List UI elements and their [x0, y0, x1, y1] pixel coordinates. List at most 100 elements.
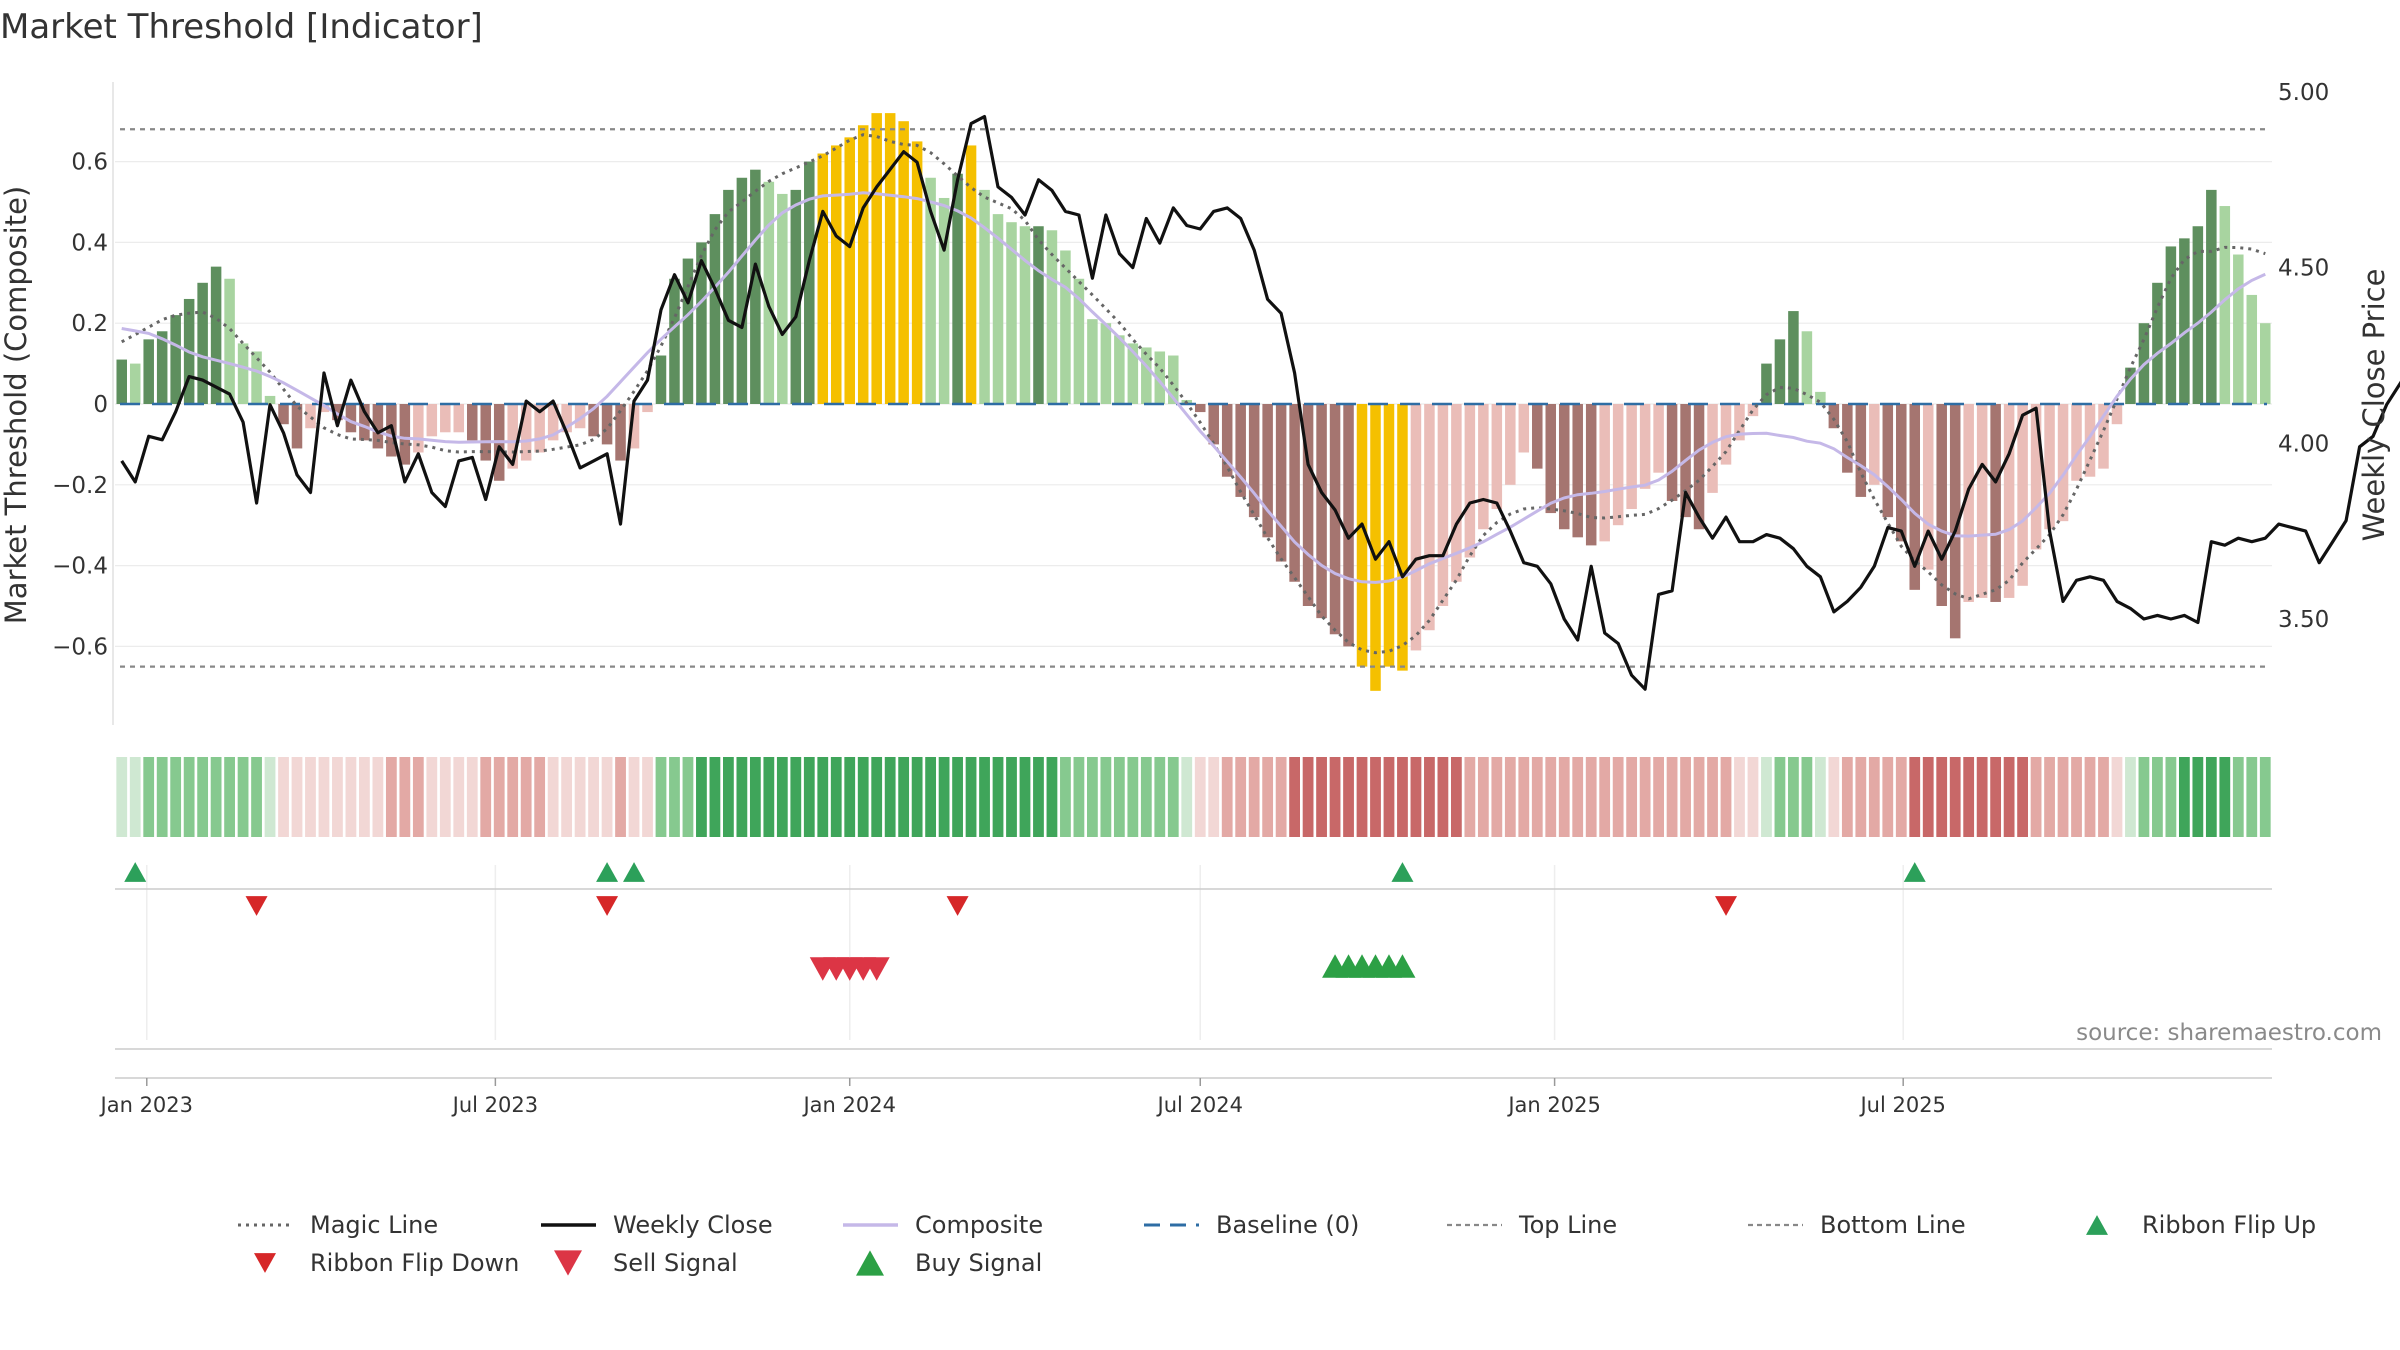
- composite-bar: [979, 189, 990, 404]
- ribbon-cell: [1073, 757, 1085, 837]
- composite-bar: [898, 121, 909, 404]
- composite-bar: [911, 141, 923, 404]
- ribbon-cell: [992, 757, 1004, 837]
- legend-label: Baseline (0): [1216, 1211, 1359, 1239]
- composite-bar: [1976, 404, 1988, 598]
- composite-bar: [2260, 323, 2271, 404]
- ribbon-cell: [1248, 757, 1260, 837]
- composite-bar: [1127, 343, 1139, 404]
- composite-bar: [116, 359, 127, 404]
- ribbon-cell: [709, 757, 721, 837]
- ribbon-cell: [1086, 757, 1098, 837]
- ribbon-cell: [1841, 757, 1853, 837]
- ribbon-cell: [2071, 757, 2082, 837]
- ribbon-cell: [1343, 757, 1354, 837]
- composite-bar: [1505, 404, 1516, 485]
- ribbon-flip-down-marker: [1715, 896, 1738, 916]
- composite-bar: [507, 404, 518, 469]
- ribbon-cell: [1235, 757, 1247, 837]
- ribbon-cell: [345, 757, 357, 837]
- composite-bar: [1896, 404, 1907, 542]
- composite-bar: [1855, 404, 1867, 497]
- ribbon-cell: [1747, 757, 1759, 837]
- composite-bar: [1235, 404, 1246, 497]
- composite-bar: [925, 177, 936, 404]
- composite-bar: [291, 404, 303, 449]
- ribbon-cell: [1922, 757, 1934, 837]
- ribbon-cell: [1599, 757, 1611, 837]
- ribbon-flip-down-marker: [245, 896, 268, 916]
- composite-bar: [804, 161, 815, 404]
- composite-bar: [1653, 404, 1664, 473]
- composite-bar: [830, 145, 842, 404]
- ribbon-cell: [2246, 757, 2258, 837]
- ribbon-cell: [1181, 757, 1193, 837]
- ribbon-cell: [1720, 757, 1732, 837]
- ribbon-cell: [143, 757, 155, 837]
- legend-item: Bottom Line: [1748, 1211, 1966, 1239]
- ribbon-cell: [1990, 757, 2002, 837]
- composite-bar: [1585, 404, 1597, 546]
- composite-bar: [1329, 404, 1341, 635]
- composite-bar: [1734, 404, 1745, 441]
- ribbon-cell: [1504, 757, 1516, 837]
- ribbon-cell: [1949, 757, 1961, 837]
- ribbon-cell: [1963, 757, 1975, 837]
- y-axis-label: Market Threshold (Composite): [0, 186, 33, 624]
- composite-bar: [1397, 404, 1408, 671]
- ribbon-cell: [372, 757, 384, 837]
- ribbon-cell: [830, 757, 842, 837]
- legend-label: Magic Line: [310, 1211, 438, 1239]
- composite-bar: [237, 343, 249, 404]
- composite-bar: [1302, 404, 1314, 606]
- ribbon-cell: [1612, 757, 1624, 837]
- ribbon-cell: [2111, 757, 2123, 837]
- ribbon-cell: [2152, 757, 2163, 837]
- legend-item: Magic Line: [238, 1211, 438, 1239]
- axes: 0.6 0.4 0.2 0 −0.2 −0.4 −0.6 5.00 4.50 4.00 3.50 Ja…: [52, 80, 2329, 1117]
- legend-label: Ribbon Flip Down: [310, 1249, 519, 1277]
- composite-bar: [143, 339, 154, 404]
- ribbon-cell: [1909, 757, 1921, 837]
- ribbon-cell: [291, 757, 303, 837]
- ribbon-cell: [170, 757, 182, 837]
- y-tick-label: −0.2: [52, 473, 108, 499]
- ribbon-cell: [1167, 757, 1179, 837]
- ribbon-cell: [1275, 757, 1287, 837]
- ribbon-cell: [426, 757, 438, 837]
- composite-bar: [723, 189, 734, 404]
- ribbon-cell: [2165, 757, 2177, 837]
- composite-bar: [574, 404, 586, 429]
- composite-bar: [1370, 404, 1381, 691]
- ribbon-cell: [1801, 757, 1813, 837]
- composite-bar: [1033, 226, 1044, 404]
- composite-bar: [696, 242, 707, 404]
- ribbon-cell: [1895, 757, 1907, 837]
- ribbon-cell: [1019, 757, 1031, 837]
- composite-bar: [251, 351, 262, 404]
- ribbon-cell: [2219, 757, 2231, 837]
- composite-bar: [763, 181, 775, 404]
- ribbon-cell: [1302, 757, 1314, 837]
- composite-bar: [520, 404, 532, 461]
- composite-bar: [884, 113, 896, 405]
- composite-bar: [2044, 404, 2055, 530]
- composite-bar: [669, 278, 680, 404]
- ribbon-cell: [1882, 757, 1894, 837]
- ribbon-cell: [1855, 757, 1867, 837]
- ribbon-cell: [547, 757, 559, 837]
- composite-bar: [615, 404, 626, 461]
- x-tick-label: Jul 2023: [451, 1093, 538, 1117]
- composite-bar: [2098, 404, 2109, 469]
- legend-label: Weekly Close: [613, 1211, 773, 1239]
- composite-bar: [2071, 404, 2082, 481]
- y2-tick-label: 4.50: [2278, 256, 2329, 282]
- y-tick-label: 0: [93, 392, 108, 418]
- ribbon-cell: [1370, 757, 1381, 837]
- ribbon-cell: [911, 757, 923, 837]
- composite-bar: [1693, 404, 1705, 530]
- legend-label: Ribbon Flip Up: [2142, 1211, 2316, 1239]
- composite-bar: [372, 404, 384, 449]
- ribbon-cell: [1383, 757, 1395, 837]
- ribbon-cell: [696, 757, 707, 837]
